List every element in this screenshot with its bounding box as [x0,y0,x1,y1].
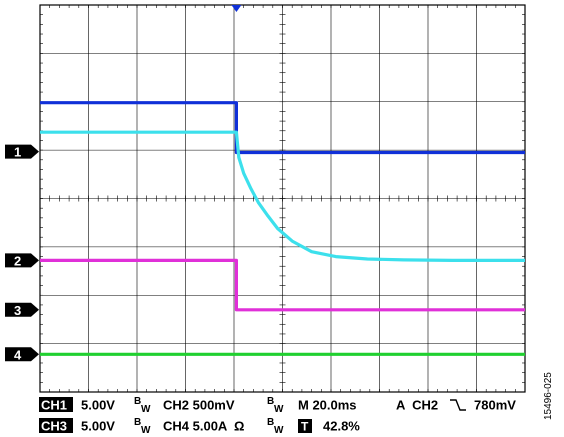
ch1-bw-limit: B [134,396,141,407]
channel-marker-arrow [5,253,39,268]
ch4-scale: CH4 5.00A Ω [163,419,244,434]
readout-row-2: CH3 5.00V B W CH4 5.00A Ω B W T 42.8% [39,417,360,436]
ch3-bw-limit-sub: W [141,425,151,436]
trace-ch3c [40,130,525,262]
ch2-scale: CH2 500mV [163,398,235,413]
trigger-position-tag: T [301,420,309,434]
trigger-position-icon [298,419,312,433]
trigger-arrow [231,5,242,12]
trigger-position: 42.8% [323,419,360,434]
channel-marker-label: 4 [14,347,22,362]
timebase: M 20.0ms [298,398,357,413]
channel-marker-arrow [5,144,39,159]
trigger-level: 780mV [474,398,516,413]
channel-marker-label: 1 [14,145,21,160]
ch4-bw-limit: B [267,417,274,428]
channel-marker-arrow [5,302,39,317]
ch2-bw-limit: B [267,396,274,407]
channel-marker-arrow [5,347,39,362]
ch1-tag: CH1 [41,398,67,413]
channel-marker-4: 4 [5,347,39,362]
ch3-bw-limit: B [134,417,141,428]
trigger-source: A CH2 [396,398,438,413]
channel-marker-2: 2 [5,253,39,268]
ch1-scale: 5.00V [81,398,115,413]
waveform-traces [40,101,525,356]
graticule [39,4,526,393]
channel-markers: 1 2 3 4 [5,144,39,362]
ch3-scale: 5.00V [81,419,115,434]
channel-marker-3: 3 [5,302,39,318]
trace-ch1 [40,101,525,155]
readout-row-1: CH1 5.00V B W CH2 500mV B W M 20.0ms A C… [39,396,516,415]
ch1-tag-box [39,397,73,412]
ch3-tag: CH3 [41,419,67,434]
ch1-bw-limit-sub: W [141,404,151,415]
channel-marker-label: 3 [14,303,21,318]
channel-marker-1: 1 [5,144,39,160]
ch3-tag-box [39,418,73,433]
ch2-bw-limit-sub: W [274,404,284,415]
trace-ch2 [40,258,525,312]
channel-marker-label: 2 [14,253,21,268]
falling-edge-icon [450,399,466,411]
figure-id: 15496-025 [543,372,554,420]
ch4-bw-limit-sub: W [274,425,284,436]
